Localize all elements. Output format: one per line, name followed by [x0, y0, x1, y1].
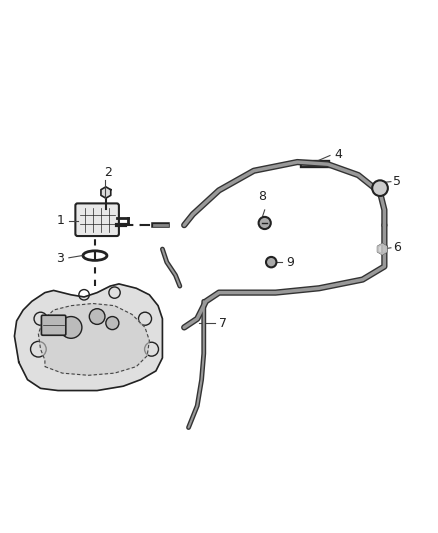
- FancyBboxPatch shape: [42, 315, 66, 335]
- Circle shape: [372, 180, 388, 196]
- Circle shape: [266, 257, 276, 268]
- Polygon shape: [101, 187, 111, 198]
- Text: 2: 2: [104, 166, 112, 179]
- Text: 9: 9: [286, 256, 294, 269]
- Circle shape: [106, 317, 119, 329]
- Text: 8: 8: [258, 190, 266, 204]
- Text: 1: 1: [57, 214, 64, 227]
- Polygon shape: [14, 284, 162, 391]
- Circle shape: [60, 317, 82, 338]
- FancyBboxPatch shape: [75, 204, 119, 236]
- Polygon shape: [39, 303, 149, 375]
- Text: 7: 7: [219, 317, 227, 329]
- Circle shape: [258, 217, 271, 229]
- Text: 3: 3: [56, 252, 64, 265]
- Polygon shape: [378, 244, 387, 254]
- Text: 4: 4: [334, 148, 342, 161]
- Circle shape: [89, 309, 105, 325]
- Text: 6: 6: [393, 241, 401, 254]
- Text: 5: 5: [393, 175, 401, 188]
